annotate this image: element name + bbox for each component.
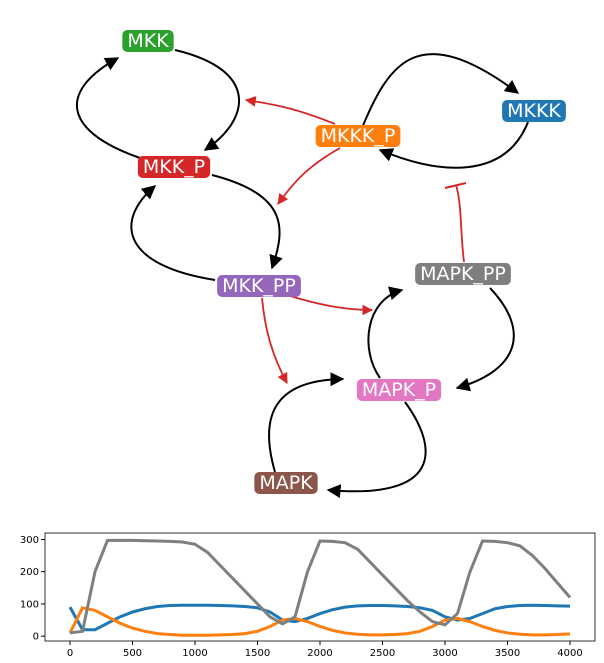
x-tick-label: 2000 [307, 648, 332, 659]
y-tick-label: 0 [33, 632, 39, 643]
nodes: MKK MKKK MKKK_P MKK_P MKK_PP MAPK_PP MAPK_P MAP… [122, 30, 566, 494]
x-tick-label: 0 [67, 648, 73, 659]
node: MKK_PP [217, 275, 301, 297]
node: MKKK_P [315, 125, 401, 147]
edge [268, 372, 345, 473]
node-label: MKKK_P [321, 125, 396, 147]
edge [277, 147, 341, 205]
node-label: MAPK_P [362, 379, 436, 401]
node-box [356, 379, 442, 401]
y-tick-label: 200 [20, 567, 39, 578]
x-tick-label: 2500 [370, 648, 395, 659]
edge [361, 53, 520, 129]
node: MAPK_P [356, 379, 442, 401]
inhibit-bar [444, 182, 467, 189]
series-line [68, 603, 571, 632]
x-tick-label: 1000 [182, 648, 207, 659]
node-box [122, 30, 174, 52]
edge [130, 185, 216, 281]
node-label: MKK_PP [222, 275, 296, 297]
edge [76, 57, 141, 159]
edge [211, 174, 283, 270]
node-label: MAPK_PP [420, 263, 506, 285]
edges [76, 49, 529, 499]
node: MAPK [254, 472, 318, 494]
edge [326, 401, 427, 499]
edge [289, 295, 374, 316]
edge [455, 184, 465, 263]
edge [455, 287, 515, 392]
edge [174, 49, 240, 151]
node-box [415, 263, 511, 285]
node-box [137, 156, 211, 178]
edge [378, 121, 529, 169]
series-line [69, 538, 572, 635]
node: MKKK [502, 100, 566, 122]
x-tick-label: 3000 [432, 648, 457, 659]
edge [244, 96, 336, 125]
node-label: MKK [127, 30, 169, 52]
node-label: MKKK [507, 100, 561, 122]
node-label: MKK_P [143, 156, 205, 178]
chart: 0 500 1000 1500 2000 2500 3000 3500 4000 0 100 200 3… [20, 532, 596, 659]
node-box [217, 275, 301, 297]
node-box [254, 472, 318, 494]
x-tick-label: 500 [123, 648, 142, 659]
y-tick-label: 100 [20, 599, 39, 610]
y-tick-label: 300 [20, 535, 39, 546]
series-line [68, 606, 571, 637]
node: MKK_P [137, 156, 211, 178]
node-box [502, 100, 566, 122]
x-tick-label: 1500 [245, 648, 270, 659]
edge [367, 286, 404, 379]
node: MKK [122, 30, 174, 52]
node-label: MAPK [259, 472, 313, 494]
node: MAPK_PP [415, 263, 511, 285]
x-tick-label: 4000 [557, 648, 582, 659]
edge [261, 297, 288, 384]
x-tick-label: 3500 [495, 648, 520, 659]
node-box [315, 125, 401, 147]
